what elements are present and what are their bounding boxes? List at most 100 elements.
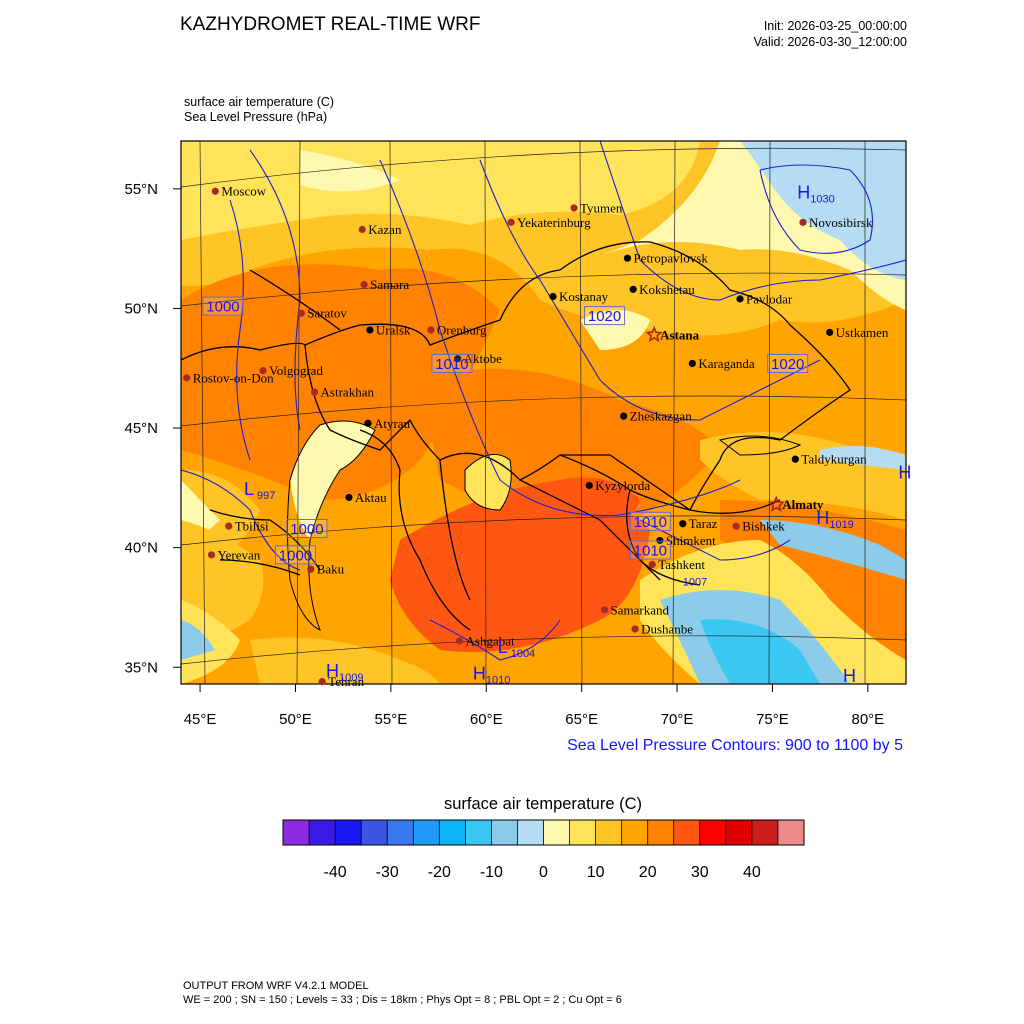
city-kostanay: Kostanay <box>549 289 609 304</box>
city-label: Shimkent <box>666 533 716 548</box>
city-label: Volgograd <box>269 363 323 378</box>
colorbar-swatch <box>595 820 622 845</box>
capital-star-icon <box>645 325 663 343</box>
lon-tick-label: 50°E <box>279 711 312 728</box>
colorbar-swatch <box>777 820 805 845</box>
svg-text:1000: 1000 <box>290 521 323 538</box>
city-dot <box>623 254 632 262</box>
city-dot <box>307 565 315 573</box>
lat-tick-label: 35°N <box>124 659 158 676</box>
graticule <box>181 141 906 684</box>
city-uralsk: Uralsk <box>366 322 411 337</box>
pressure-center-high: H 1019 <box>816 508 853 531</box>
city-dot <box>585 481 593 490</box>
city-label: Samarkand <box>611 602 670 617</box>
city-label: Petropavlovsk <box>633 251 708 266</box>
city-almaty: Almaty <box>767 495 824 513</box>
svg-text:1000: 1000 <box>279 547 312 564</box>
city-label: Novosibirsk <box>809 215 873 230</box>
city-label: Kokshetau <box>639 282 695 297</box>
axis-ticks: 45°E 50°E 55°E 60°E 65°E 70°E 75°E 80°E 35°N 40°N… <box>124 181 884 728</box>
svg-text:1030: 1030 <box>810 194 834 206</box>
city-yerevan: Yerevan <box>207 547 261 562</box>
colorbar-swatch <box>569 820 596 845</box>
city-label: Taldykurgan <box>801 452 867 467</box>
isobar-label: 1020 <box>584 306 626 326</box>
capital-star-icon <box>767 495 785 513</box>
city-dot <box>297 309 305 317</box>
colorbar-swatch <box>465 820 492 845</box>
city-taldykurgan: Taldykurgan <box>791 452 867 467</box>
pressure-center-low: L 1004 <box>498 637 535 660</box>
city-volgograd: Volgograd <box>259 363 323 378</box>
city-baku: Baku <box>307 562 345 577</box>
lon-tick-label: 80°E <box>851 711 884 728</box>
city-label: Uralsk <box>376 322 411 337</box>
svg-text:1010: 1010 <box>435 356 468 373</box>
pressure-center-high: H 1010 <box>473 663 510 686</box>
lon-tick-label: 55°E <box>375 711 408 728</box>
city-dushanbe: Dushanbe <box>631 621 693 636</box>
colorbar-swatch <box>309 820 336 845</box>
svg-text:1010: 1010 <box>634 543 667 560</box>
city-samarkand: Samarkand <box>600 602 670 617</box>
pressure-center-high: H 1009 <box>326 661 363 684</box>
city-ustkamen: Ustkamen <box>826 325 889 340</box>
city-label: Pavlodar <box>746 291 793 306</box>
city-label: Orenburg <box>437 322 487 337</box>
city-dot <box>736 295 744 303</box>
lat-tick-label: 55°N <box>124 181 158 198</box>
city-dot <box>549 292 557 301</box>
colorbar-swatch <box>283 820 310 845</box>
svg-text:H: H <box>326 661 339 681</box>
isobar-label: 1010 <box>431 353 473 373</box>
lon-tick-label: 70°E <box>661 711 694 728</box>
city-dot <box>656 536 664 545</box>
city-atyrau: Atyrau <box>364 416 411 431</box>
city-dot <box>207 551 216 559</box>
city-astana: Astana <box>645 325 700 343</box>
city-dot <box>826 328 834 336</box>
city-dot <box>427 326 435 334</box>
city-label: Atyrau <box>374 416 411 431</box>
svg-text:1004: 1004 <box>511 648 535 660</box>
city-label: Yerevan <box>218 547 261 562</box>
city-dot <box>629 285 637 293</box>
city-label: Almaty <box>782 497 824 512</box>
variable-label-temperature: surface air temperature (C) <box>184 95 335 109</box>
city-tbilisi: Tbilisi <box>225 519 269 534</box>
pressure-center-high: H 1030 <box>797 183 834 206</box>
lat-tick-label: 50°N <box>124 300 158 317</box>
colorbar-tick-label: 30 <box>691 864 709 881</box>
svg-text:H: H <box>473 663 486 683</box>
temperature-colorbar: -40 -30 -20 -10 0 10 20 30 40 <box>282 819 805 881</box>
city-label: Kostanay <box>559 289 609 304</box>
colorbar-swatch <box>543 820 570 845</box>
model-info-line1: OUTPUT FROM WRF V4.2.1 MODEL <box>183 980 369 992</box>
svg-text:1007: 1007 <box>683 576 707 588</box>
pressure-center-high: H <box>898 462 911 482</box>
variable-label-pressure: Sea Level Pressure (hPa) <box>184 110 328 124</box>
city-petropavlovsk: Petropavlovsk <box>623 251 708 266</box>
isobar-label: 1000 <box>202 296 244 316</box>
pressure-isobars <box>181 141 906 661</box>
city-ashgabat: Ashgabat <box>455 633 515 648</box>
pressure-center-value: 1007 <box>683 576 707 588</box>
city-dot <box>791 455 799 463</box>
city-tyumen: Tyumen <box>570 200 623 215</box>
isobar-label: 1010 <box>629 540 671 560</box>
city-label: Tyumen <box>580 200 623 215</box>
city-label: Aktau <box>355 490 387 505</box>
city-dot <box>364 419 372 427</box>
colorbar-swatch <box>335 820 362 845</box>
colorbar-swatch <box>647 820 675 845</box>
city-aktobe: Aktobe <box>454 351 502 366</box>
city-karaganda: Karaganda <box>688 356 755 371</box>
map-title: KAZHYDROMET REAL-TIME WRF <box>180 14 481 35</box>
city-label: Dushanbe <box>641 621 693 636</box>
lon-tick-label: 65°E <box>565 711 598 728</box>
temperature-field <box>181 141 906 684</box>
